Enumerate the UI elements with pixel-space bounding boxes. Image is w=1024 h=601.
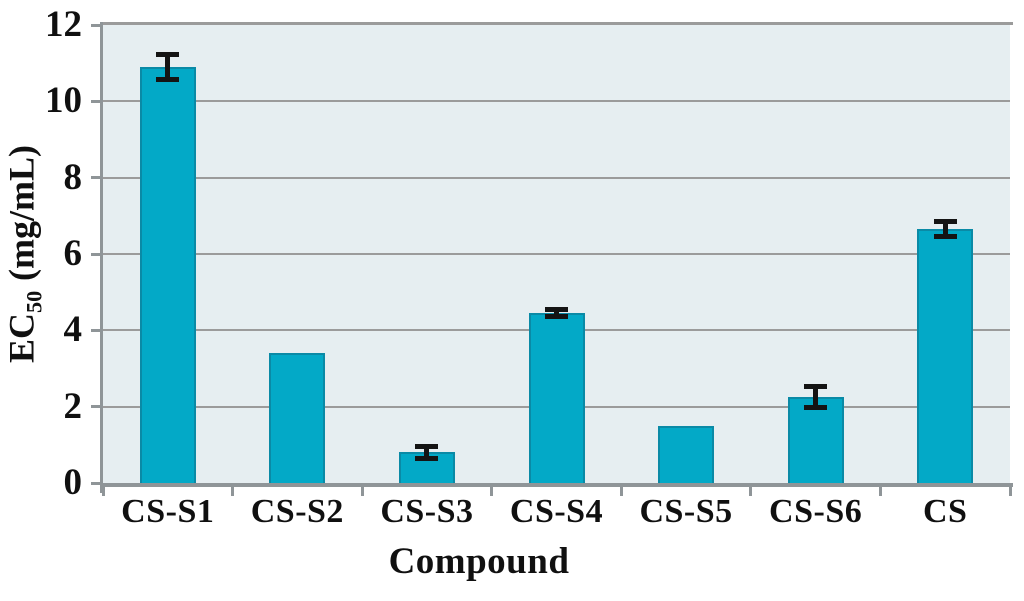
y-tick-label: 2 bbox=[63, 385, 83, 427]
y-axis-title-units: (mg/mL) bbox=[1, 144, 42, 281]
error-bar-cap-bottom bbox=[933, 234, 957, 240]
y-tick-label: 8 bbox=[63, 156, 83, 198]
bar-cs-s4 bbox=[528, 313, 585, 483]
error-bar-stem bbox=[554, 309, 559, 317]
error-bar-cap-top bbox=[415, 444, 439, 450]
x-tick-label: CS-S5 bbox=[639, 493, 733, 530]
y-tick-label: 0 bbox=[63, 462, 83, 503]
plot-top-border bbox=[100, 22, 1013, 25]
x-tick bbox=[1008, 483, 1012, 496]
gridline bbox=[103, 253, 1010, 255]
error-bar-cap-bottom bbox=[415, 455, 439, 461]
y-tick bbox=[91, 481, 103, 485]
bar-cs-s5 bbox=[658, 425, 715, 483]
error-bar-stem bbox=[165, 54, 171, 80]
y-tick bbox=[91, 252, 103, 256]
x-tick bbox=[619, 483, 623, 496]
y-axis-title: EC50 (mg/mL) bbox=[0, 145, 47, 363]
y-tick bbox=[91, 99, 103, 103]
x-tick-label: CS-S6 bbox=[769, 493, 863, 530]
bar-cs bbox=[917, 229, 974, 483]
error-bar-cap-bottom bbox=[156, 76, 180, 82]
error-bar-cap-top bbox=[156, 52, 180, 58]
x-tick-label: CS-S1 bbox=[121, 493, 215, 530]
x-tick-label: CS-S4 bbox=[509, 493, 604, 530]
y-tick-label: 12 bbox=[45, 4, 82, 45]
y-tick-label: 6 bbox=[63, 233, 83, 274]
y-tick bbox=[91, 328, 103, 332]
error-bar-cap-top bbox=[933, 219, 957, 225]
bar-cs-s1 bbox=[139, 66, 196, 483]
error-bar-stem bbox=[424, 446, 430, 459]
y-axis-line bbox=[100, 22, 103, 493]
x-tick bbox=[490, 483, 494, 496]
y-tick-label: 4 bbox=[63, 309, 83, 351]
gridline bbox=[103, 176, 1010, 179]
error-bar-cap-top bbox=[545, 307, 568, 313]
error-bar-stem bbox=[942, 221, 948, 237]
x-tick bbox=[101, 483, 105, 496]
bar-cs-s2 bbox=[269, 353, 326, 483]
y-axis-title-subscript: 50 bbox=[21, 290, 47, 313]
bar-cs-s6 bbox=[787, 397, 844, 483]
x-tick bbox=[878, 483, 882, 496]
x-tick bbox=[231, 483, 235, 496]
x-tick bbox=[360, 483, 364, 496]
x-tick-label: CS-S2 bbox=[250, 493, 344, 530]
x-axis-title: Compound bbox=[388, 541, 570, 582]
x-tick-label: CS-S3 bbox=[380, 493, 474, 530]
x-tick bbox=[749, 483, 753, 496]
y-tick bbox=[91, 405, 103, 409]
error-bar-cap-top bbox=[804, 384, 828, 390]
error-bar-cap-bottom bbox=[545, 314, 568, 320]
y-tick bbox=[91, 23, 103, 27]
y-axis-title-prefix: EC bbox=[1, 312, 42, 364]
error-bar-cap-bottom bbox=[804, 404, 828, 410]
y-tick bbox=[91, 176, 103, 180]
y-tick-label: 10 bbox=[45, 80, 82, 122]
x-axis-line bbox=[100, 483, 1013, 487]
x-tick-label: CS bbox=[922, 493, 968, 530]
gridline bbox=[103, 100, 1010, 103]
error-bar-stem bbox=[813, 386, 819, 408]
